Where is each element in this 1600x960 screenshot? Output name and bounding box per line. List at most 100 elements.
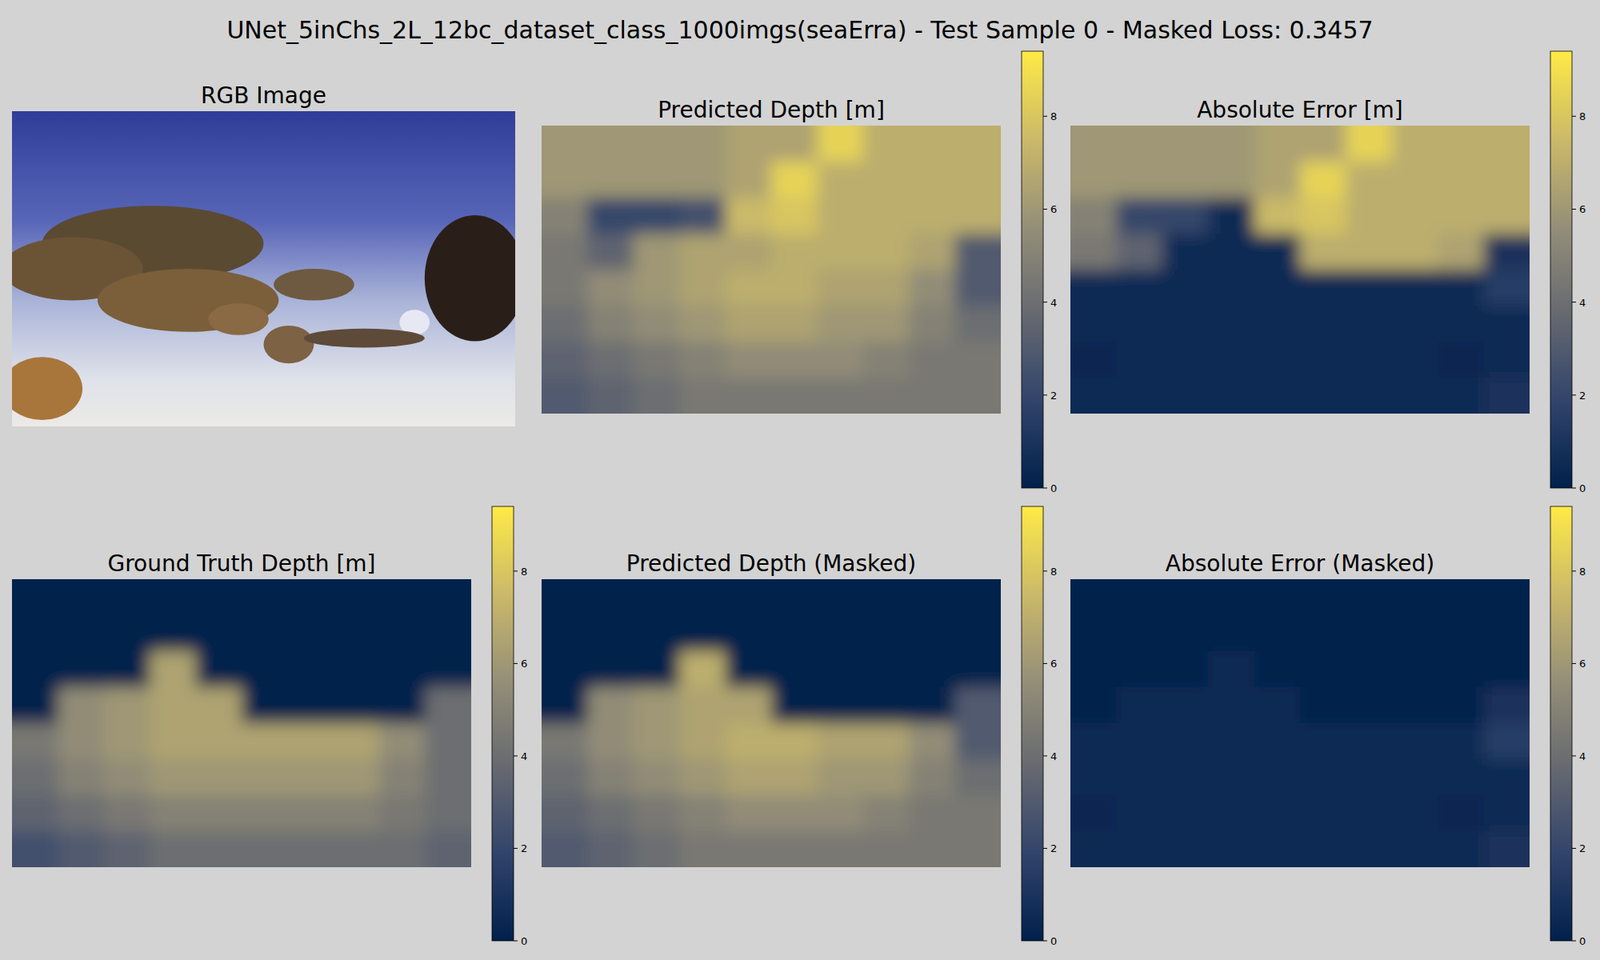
heatmap-cell [1162, 197, 1209, 235]
heatmap-cell [863, 651, 910, 688]
heatmap-cell [104, 759, 151, 796]
heatmap-cell [955, 687, 1001, 724]
heatmap-cell [1162, 687, 1209, 724]
heatmap-cell [1162, 305, 1209, 343]
heatmap-cell [633, 795, 680, 832]
colorbar-tick [1043, 848, 1048, 849]
heatmap-cell [633, 579, 680, 616]
heatmap-cell [679, 651, 726, 688]
heatmap-cell [1437, 377, 1484, 414]
panel [541, 125, 1001, 414]
heatmap-cell [679, 233, 726, 271]
heatmap-cell [241, 723, 288, 760]
heatmap-cell [1070, 377, 1117, 414]
heatmap-cell [1300, 341, 1347, 379]
heatmap-cell [1116, 125, 1163, 163]
heatmap-cell [1300, 687, 1347, 724]
heatmap-cell [908, 723, 956, 760]
heatmap-cell [771, 377, 818, 414]
heatmap-cell [541, 831, 588, 868]
heatmap-cell [1300, 269, 1347, 307]
heatmap-cell [1254, 341, 1301, 379]
panel-title: Absolute Error (Masked) [1165, 550, 1435, 577]
colorbar-tick [1572, 488, 1576, 489]
heatmap-cell [1208, 759, 1255, 796]
heatmap-cell [57, 795, 104, 832]
heatmap-cell [955, 269, 1001, 307]
heatmap-cell [287, 759, 334, 796]
heatmap-cell [1345, 759, 1392, 796]
heatmap-cell [725, 615, 772, 652]
heatmap-cell [1116, 233, 1163, 271]
heatmap-cell [816, 161, 864, 199]
heatmap-cell [541, 759, 588, 796]
heatmap-cell [816, 377, 864, 414]
heatmap-cell [12, 831, 59, 868]
heatmap-cell [1254, 759, 1301, 796]
heatmap-cell [333, 831, 380, 868]
heatmap-cell [57, 723, 104, 760]
heatmap-cell [816, 651, 864, 688]
heatmap-cells [541, 579, 1001, 868]
colorbar-tick [1572, 570, 1576, 572]
heatmap-cell [1345, 341, 1392, 379]
colorbar-tick [1043, 301, 1048, 303]
heatmap-cell [679, 795, 726, 832]
heatmap-cell [104, 687, 151, 724]
heatmap-cell [1484, 197, 1530, 235]
heatmap-cell [1300, 305, 1347, 343]
colorbar-tick [1043, 570, 1048, 572]
heatmap-cell [587, 615, 634, 652]
panel-title: Predicted Depth (Masked) [626, 550, 917, 577]
heatmap-cell [541, 161, 588, 199]
heatmap-cell [541, 197, 588, 235]
heatmap-cell [541, 305, 588, 343]
heatmap-cell [725, 687, 772, 724]
heatmap-cell [771, 305, 818, 343]
heatmap-cell [908, 233, 956, 271]
heatmap-cell [1437, 305, 1484, 343]
panel [541, 579, 1001, 868]
heatmap-cell [12, 651, 59, 688]
heatmap-cell [196, 831, 243, 868]
heatmap-cell [1254, 795, 1301, 832]
heatmap-cell [1345, 795, 1392, 832]
heatmap-cell [1392, 723, 1439, 760]
heatmap-cell [196, 579, 243, 616]
colorbar-tick [513, 755, 518, 756]
heatmap-cell [1345, 233, 1392, 271]
heatmap-cell [633, 341, 680, 379]
colorbar [1021, 51, 1044, 488]
heatmap-cell [104, 795, 151, 832]
heatmap-cell [196, 651, 243, 688]
colorbar-tick [1572, 301, 1576, 303]
colorbar-tick [1043, 116, 1048, 117]
heatmap-cell [1392, 125, 1439, 163]
heatmap-cell [541, 795, 588, 832]
heatmap-cell [1345, 305, 1392, 343]
heatmap-cell [1070, 233, 1117, 271]
heatmap-cell [379, 795, 426, 832]
colorbar-tick [513, 940, 518, 942]
heatmap-cell [1437, 125, 1484, 163]
heatmap-cell [541, 579, 588, 616]
heatmap-cells [541, 125, 1001, 414]
heatmap-cell [908, 759, 956, 796]
heatmap-cell [725, 305, 772, 343]
heatmap-cell [196, 795, 243, 832]
heatmap-cell [908, 305, 956, 343]
heatmap-cell [1070, 687, 1117, 724]
heatmap-cell [816, 269, 864, 307]
photo-rock [12, 356, 83, 420]
heatmap-cell [1345, 125, 1392, 163]
heatmap-cell [908, 269, 956, 307]
heatmap-cell [771, 759, 818, 796]
heatmap-cell [1484, 125, 1530, 163]
heatmap-cell [908, 615, 956, 652]
heatmap-cell [771, 795, 818, 832]
heatmap-cell [1300, 795, 1347, 832]
heatmap-cell [633, 161, 680, 199]
heatmap-cell [955, 125, 1001, 163]
heatmap-cell [379, 615, 426, 652]
heatmap-cell [1162, 125, 1209, 163]
